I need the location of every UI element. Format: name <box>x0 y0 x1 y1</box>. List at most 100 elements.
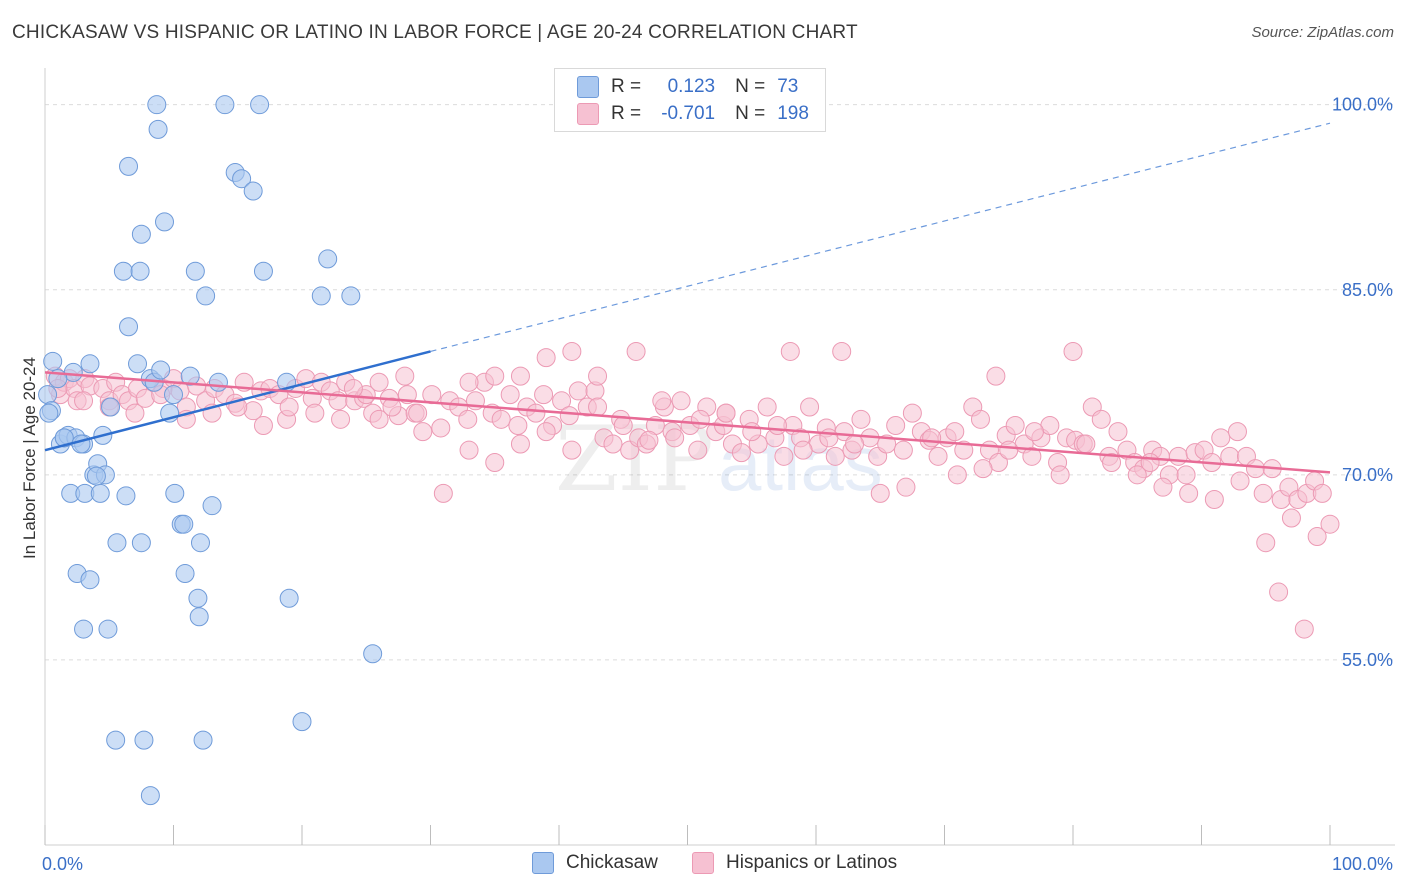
hispanic-point <box>510 434 530 454</box>
legend-label-chickasaw: Chickasaw <box>566 852 658 873</box>
hispanic-point <box>1127 465 1147 485</box>
hispanic-point <box>800 397 820 417</box>
hispanic-point <box>458 409 478 429</box>
hispanic-point <box>1230 471 1250 491</box>
hispanic-point <box>922 428 942 448</box>
legend-r-label: R = <box>611 103 642 124</box>
trend-lines <box>44 122 1331 474</box>
hispanic-point <box>125 403 145 423</box>
hispanic-point <box>1227 422 1247 442</box>
hispanic-point <box>671 391 691 411</box>
chickasaw-point <box>113 261 133 281</box>
hispanic-point <box>793 440 813 460</box>
hispanic-point <box>613 415 633 435</box>
chickasaw-point <box>188 588 208 608</box>
hispanic-point <box>382 397 402 417</box>
hispanic-point <box>999 440 1019 460</box>
chickasaw-point <box>189 607 209 627</box>
x-axis-tick-labels: 0.0% 100.0% <box>42 854 1393 874</box>
hispanic-point <box>510 366 530 386</box>
chickasaw-point <box>311 286 331 306</box>
chickasaw-point <box>80 570 100 590</box>
hispanic-point <box>369 372 389 392</box>
chickasaw-point <box>164 385 183 405</box>
chickasaw-point <box>250 95 270 115</box>
hispanic-point <box>945 422 965 442</box>
y-tick-label: 55.0% <box>1342 650 1393 670</box>
chickasaw-swatch <box>532 852 554 874</box>
hispanic-point <box>825 446 845 466</box>
legend-r-value: -0.701 <box>661 103 716 124</box>
hispanic-point <box>970 409 990 429</box>
chickasaw-point <box>175 564 195 584</box>
hispanic-point <box>688 440 708 460</box>
chickasaw-point <box>193 730 213 750</box>
legend-n-label: N = <box>735 103 766 124</box>
chickasaw-point <box>363 644 383 664</box>
hispanic-point <box>716 403 736 423</box>
chickasaw-point <box>119 317 139 337</box>
hispanic-point <box>767 415 787 435</box>
chickasaw-trend-line <box>44 350 431 452</box>
hispanic-point <box>1176 465 1196 485</box>
hispanic-point <box>413 422 433 442</box>
legend-r-value: 0.123 <box>667 76 716 97</box>
chickasaw-point <box>165 483 185 503</box>
hispanic-point <box>731 443 751 463</box>
hispanic-point <box>1307 527 1327 547</box>
y-tick-label: 85.0% <box>1342 280 1393 300</box>
hispanic-point <box>559 406 579 426</box>
chickasaw-point <box>128 354 148 374</box>
y-axis-label: In Labor Force | Age 20-24 <box>20 357 39 559</box>
hispanic-point <box>757 397 777 417</box>
hispanic-point <box>459 440 479 460</box>
hispanic-point <box>369 409 389 429</box>
hispanic-point <box>1312 483 1332 503</box>
hispanic-point <box>774 446 794 466</box>
chickasaw-point <box>196 286 216 306</box>
chickasaw-point <box>140 786 160 806</box>
chickasaw-trend-dashed <box>430 122 1331 353</box>
hispanic-point <box>526 403 546 423</box>
hispanic-point <box>552 391 572 411</box>
hispanic-point <box>1269 582 1289 602</box>
hispanic-point <box>395 366 415 386</box>
chickasaw-point <box>185 261 205 281</box>
hispanic-point <box>1211 428 1231 448</box>
hispanic-point <box>568 381 588 401</box>
hispanic-point <box>1294 619 1314 639</box>
hispanic-point <box>485 453 505 472</box>
series-legend: Chickasaw Hispanics or Latinos <box>0 852 1406 878</box>
hispanic-point <box>690 409 710 429</box>
hispanic-point <box>485 366 505 386</box>
hispanic-point <box>1091 409 1111 429</box>
chickasaw-point <box>107 533 127 553</box>
chickasaw-point <box>130 261 150 281</box>
hispanic-point <box>1245 459 1265 479</box>
y-tick-label: 70.0% <box>1342 465 1393 485</box>
hispanic-point <box>1108 422 1128 442</box>
chickasaw-point <box>90 483 110 503</box>
legend-item-chickasaw: Chickasaw <box>532 852 658 874</box>
chickasaw-point <box>243 181 263 201</box>
hispanic-point <box>947 465 967 485</box>
hispanic-point <box>832 341 852 361</box>
chickasaw-point <box>116 486 136 506</box>
chickasaw-point <box>98 619 118 639</box>
hispanic-point <box>1076 434 1096 454</box>
hispanic-point <box>1220 446 1240 466</box>
chickasaw-point <box>80 354 100 374</box>
chickasaw-point <box>174 514 194 534</box>
hispanic-point <box>1140 453 1160 472</box>
source-label: Source: ZipAtlas.com <box>1251 24 1394 41</box>
chickasaw-point <box>131 224 151 244</box>
hispanic-point <box>1102 453 1122 472</box>
hispanic-point <box>1022 446 1042 466</box>
y-tick-label: 100.0% <box>1332 95 1393 115</box>
hispanic-point <box>305 403 325 423</box>
stats-legend: R = 0.123 N = 73 R = -0.701 N = 198 <box>554 68 826 132</box>
hispanic-point <box>851 409 871 429</box>
hispanic-point <box>603 434 623 454</box>
legend-r-label: R = <box>611 76 642 97</box>
hispanic-point <box>1256 533 1276 553</box>
